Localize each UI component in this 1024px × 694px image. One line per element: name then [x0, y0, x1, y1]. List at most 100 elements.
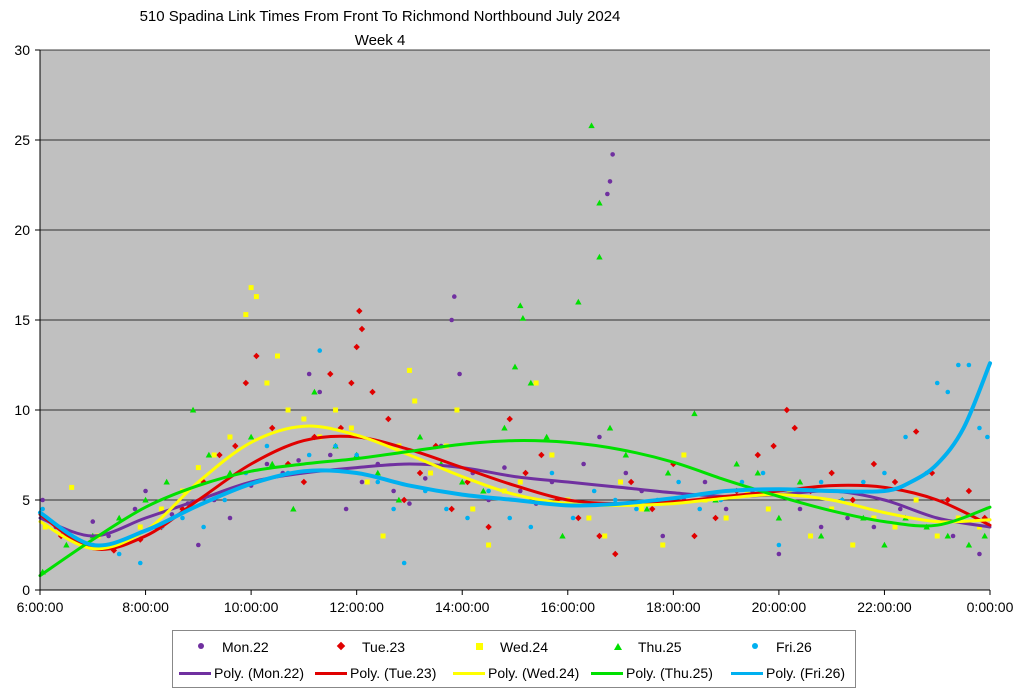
data-point-thu-25 — [622, 451, 630, 458]
data-point-thu-25 — [559, 532, 566, 539]
data-point-wed-24 — [871, 515, 877, 521]
legend-label-fri-26: Fri.26 — [776, 639, 812, 655]
plot-area: 0 5 10 15 20 25 30 6:00:00 8:00:00 10:00:00 12:00:… — [14, 42, 1014, 615]
legend-marker-thu-25 — [601, 640, 635, 654]
data-point-tue-23 — [770, 442, 777, 450]
data-point-wed-24 — [195, 465, 201, 471]
data-point-fri-26 — [739, 479, 745, 485]
data-point-tue-23 — [200, 478, 207, 486]
x-tick-label: 6:00:00 — [17, 599, 64, 615]
x-tick-label: 16:00:00 — [541, 599, 596, 615]
data-point-mon-22 — [227, 515, 233, 521]
data-point-thu-25 — [596, 253, 603, 260]
data-point-tue-23 — [400, 496, 408, 504]
legend: Mon.22 Tue.23 Wed.24 Thu.25 Fri.26 Poly. (Mo… — [172, 630, 856, 688]
data-point-fri-26 — [591, 488, 597, 494]
data-point-thu-25 — [511, 363, 519, 370]
legend-label-poly-wed-24: Poly. (Wed.24) — [488, 665, 580, 681]
data-point-fri-26 — [317, 348, 323, 353]
data-point-wed-24 — [549, 452, 555, 458]
data-point-wed-24 — [137, 524, 143, 530]
chart-subtitle: Week 4 — [354, 32, 406, 49]
y-tick-label: 10 — [14, 402, 30, 418]
data-point-wed-24 — [243, 312, 249, 318]
legend-label-poly-fri-26: Poly. (Fri.26) — [766, 665, 846, 681]
data-point-thu-25 — [395, 496, 403, 503]
legend-line-poly-fri-26 — [729, 666, 763, 680]
data-point-wed-24 — [333, 407, 339, 413]
data-point-mon-22 — [897, 506, 903, 512]
data-point-mon-22 — [950, 533, 956, 539]
data-point-tue-23 — [242, 379, 250, 387]
data-point-tue-23 — [416, 469, 424, 477]
data-point-mon-22 — [306, 371, 312, 377]
data-point-thu-25 — [796, 478, 804, 485]
data-point-tue-23 — [691, 532, 698, 540]
data-point-thu-25 — [944, 532, 951, 539]
data-point-mon-22 — [597, 434, 602, 440]
data-point-fri-26 — [507, 515, 513, 521]
legend-label-wed-24: Wed.24 — [500, 639, 548, 655]
legend-label-mon-22: Mon.22 — [222, 639, 269, 655]
data-point-fri-26 — [861, 479, 866, 485]
trendline-poly-wed-24 — [38, 424, 992, 551]
x-tick-label: 20:00:00 — [752, 599, 807, 615]
data-point-wed-24 — [248, 285, 254, 291]
data-point-mon-22 — [143, 488, 148, 494]
data-point-wed-24 — [285, 407, 291, 413]
data-point-mon-22 — [359, 479, 365, 485]
data-point-fri-26 — [945, 389, 951, 395]
legend-line-poly-thu-25 — [589, 666, 623, 680]
data-point-wed-24 — [264, 380, 270, 386]
data-point-fri-26 — [934, 380, 940, 386]
data-point-fri-26 — [40, 506, 45, 512]
y-tick-label: 25 — [14, 132, 30, 148]
data-point-mon-22 — [610, 152, 615, 157]
data-point-tue-23 — [369, 388, 376, 396]
data-point-wed-24 — [850, 542, 856, 548]
data-point-tue-23 — [791, 424, 798, 432]
legend-line-poly-mon-22 — [177, 666, 211, 680]
y-tick-label: 20 — [14, 222, 30, 238]
data-point-fri-26 — [375, 479, 381, 485]
legend-item-poly-thu-25: Poly. (Thu.25) — [589, 662, 713, 684]
x-tick-label: 0:00:00 — [967, 599, 1014, 615]
series-tue-23 — [57, 307, 988, 558]
data-point-thu-25 — [965, 541, 973, 548]
data-point-thu-25 — [247, 433, 255, 440]
data-point-tue-23 — [828, 469, 835, 477]
x-tick-label: 8:00:00 — [122, 599, 169, 615]
legend-label-tue-23: Tue.23 — [362, 639, 406, 655]
data-point-mon-22 — [452, 294, 457, 299]
data-point-mon-22 — [196, 542, 201, 548]
data-point-tue-23 — [965, 487, 973, 495]
data-point-tue-23 — [253, 352, 260, 360]
data-point-mon-22 — [581, 461, 586, 467]
data-point-wed-24 — [406, 367, 412, 373]
data-point-tue-23 — [300, 478, 308, 486]
data-point-mon-22 — [327, 452, 333, 458]
legend-row-trendlines: Poly. (Mon.22) Poly. (Tue.23) Poly. (Wed.2… — [173, 662, 855, 684]
data-point-wed-24 — [934, 533, 940, 539]
data-point-wed-24 — [380, 533, 386, 539]
data-point-tue-23 — [356, 307, 363, 315]
legend-marker-tue-23 — [325, 640, 359, 654]
data-point-tue-23 — [216, 451, 223, 459]
legend-item-thu-25: Thu.25 — [601, 636, 682, 658]
data-point-wed-24 — [486, 542, 492, 548]
legend-line-poly-wed-24 — [451, 666, 485, 680]
data-point-mon-22 — [702, 479, 708, 485]
data-point-thu-25 — [881, 541, 888, 548]
y-tick-label: 5 — [22, 492, 30, 508]
data-point-thu-25 — [142, 496, 149, 503]
data-point-fri-26 — [116, 551, 122, 557]
data-point-wed-24 — [42, 524, 48, 530]
data-point-fri-26 — [180, 515, 185, 521]
data-point-wed-24 — [470, 506, 476, 512]
data-point-mon-22 — [407, 501, 412, 506]
data-point-fri-26 — [697, 506, 703, 512]
data-point-thu-25 — [575, 298, 582, 305]
data-point-thu-25 — [981, 532, 988, 539]
legend-marker-fri-26 — [739, 640, 773, 654]
data-point-mon-22 — [343, 506, 349, 512]
